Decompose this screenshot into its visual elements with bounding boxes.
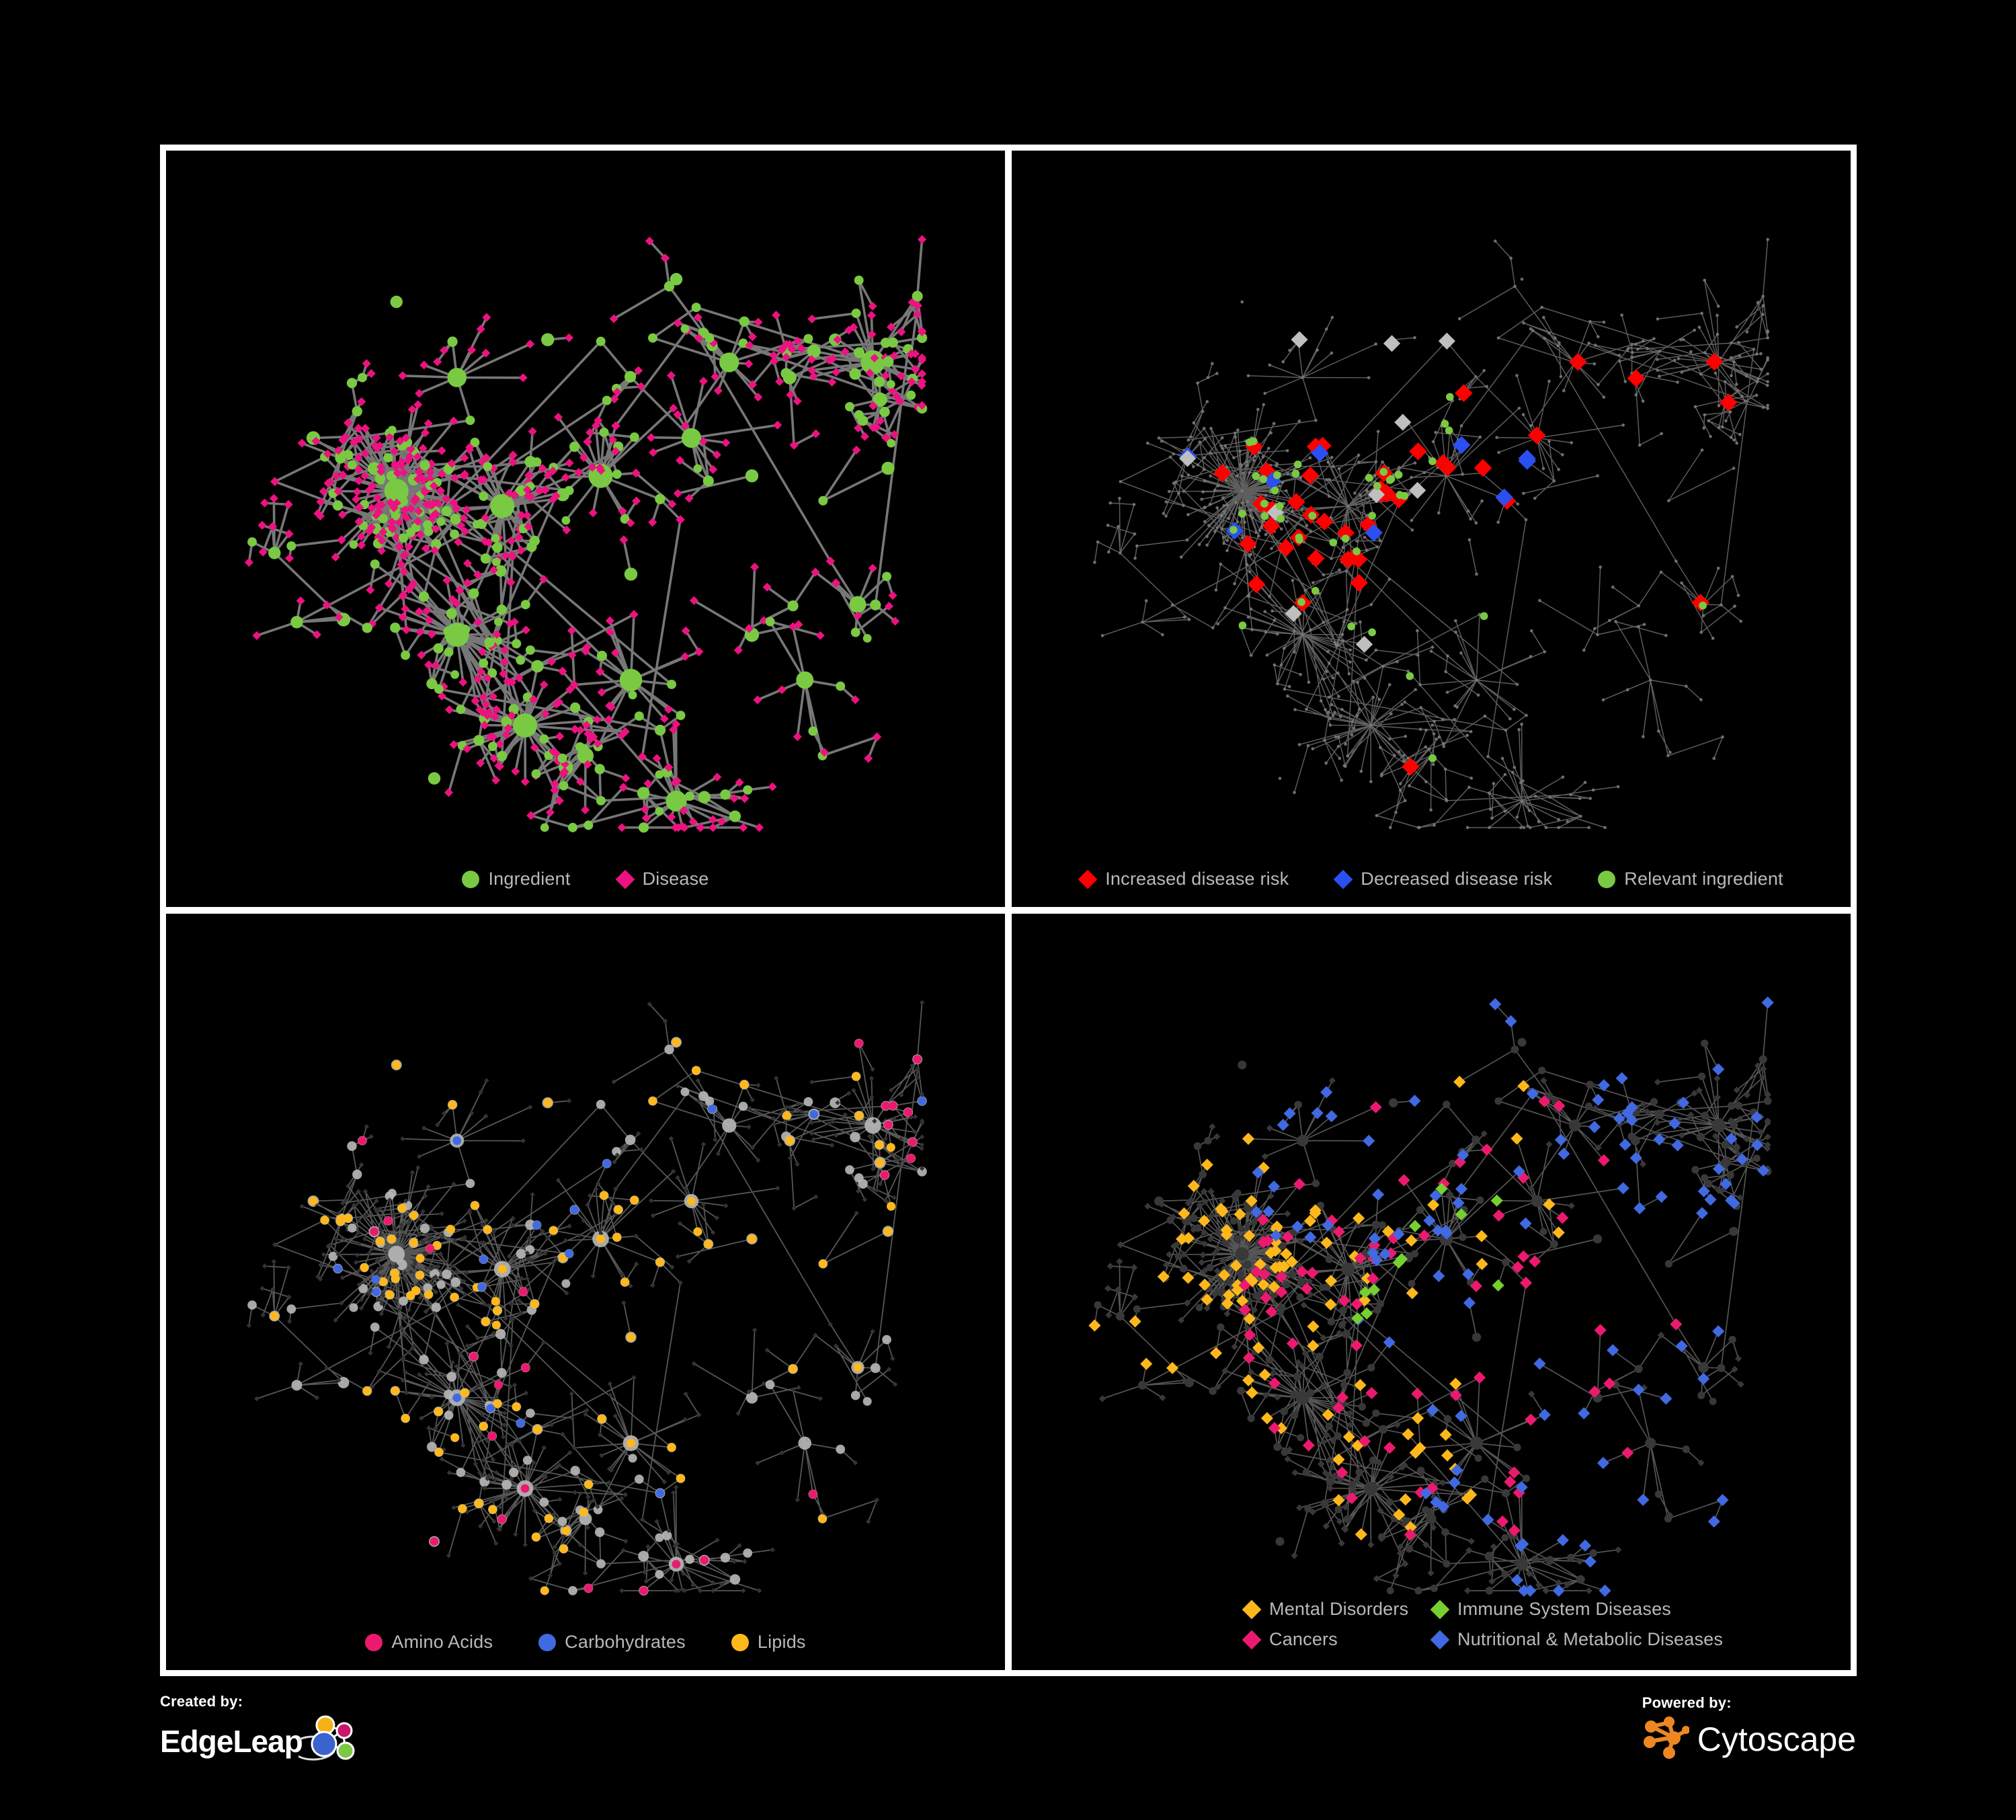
figure-frame: Ingredient Disease Increased disease risk… bbox=[160, 145, 1857, 1676]
legend-item: Immune System Diseases bbox=[1430, 1599, 1671, 1620]
panel-ingredient-class-network[interactable]: Amino Acids Carbohydrates Lipids bbox=[166, 910, 1008, 1670]
network-canvas-panel2 bbox=[1012, 151, 1851, 907]
legend-label: Disease bbox=[642, 869, 709, 889]
legend-circle-icon bbox=[731, 1633, 749, 1651]
legend-item: Relevant ingredient bbox=[1598, 869, 1783, 889]
created-by-edgeleap: Created by: EdgeLeap bbox=[160, 1693, 360, 1769]
legend-item: Lipids bbox=[731, 1632, 806, 1653]
legend-panel1: Ingredient Disease bbox=[166, 869, 1005, 889]
network-nodes bbox=[244, 235, 928, 833]
created-by-kicker: Created by: bbox=[160, 1693, 243, 1710]
network-edges bbox=[1094, 239, 1769, 828]
legend-item: Increased disease risk bbox=[1078, 869, 1289, 889]
panel-ingredient-disease-network[interactable]: Ingredient Disease bbox=[166, 151, 1008, 910]
legend-label: Nutritional & Metabolic Diseases bbox=[1457, 1629, 1724, 1649]
network-canvas-panel1 bbox=[166, 151, 1005, 907]
legend-label: Increased disease risk bbox=[1105, 869, 1289, 889]
panel-disease-class-network[interactable]: Mental Disorders Immune System Diseases Ca… bbox=[1008, 910, 1851, 1670]
legend-label: Ingredient bbox=[488, 869, 571, 889]
legend-label: Relevant ingredient bbox=[1624, 869, 1783, 889]
legend-item: Carbohydrates bbox=[538, 1632, 686, 1653]
legend-panel3: Amino Acids Carbohydrates Lipids bbox=[166, 1632, 1005, 1653]
legend-circle-icon bbox=[1598, 870, 1616, 888]
network-edges bbox=[247, 238, 924, 829]
cytoscape-icon bbox=[1642, 1714, 1690, 1764]
legend-diamond-icon bbox=[1242, 1630, 1262, 1649]
legend-label: Immune System Diseases bbox=[1457, 1599, 1671, 1619]
legend-label: Lipids bbox=[757, 1632, 806, 1652]
network-edges bbox=[248, 1002, 923, 1591]
legend-label: Carbohydrates bbox=[565, 1632, 686, 1652]
highlighted-nodes bbox=[270, 1037, 927, 1595]
legend-item: Cancers bbox=[1242, 1629, 1431, 1650]
legend-circle-icon bbox=[462, 870, 480, 888]
legend-item: Ingredient bbox=[462, 869, 570, 889]
legend-diamond-icon bbox=[615, 869, 635, 889]
legend-circle-icon bbox=[365, 1633, 383, 1651]
legend-diamond-icon bbox=[1333, 869, 1353, 889]
legend-label: Cancers bbox=[1269, 1629, 1338, 1649]
edgeleap-wordmark: EdgeLeap bbox=[160, 1723, 303, 1759]
powered-by-kicker: Powered by: bbox=[1642, 1694, 1732, 1711]
edgeleap-network-icon bbox=[290, 1713, 360, 1769]
legend-item: Decreased disease risk bbox=[1333, 869, 1553, 889]
legend-label: Mental Disorders bbox=[1269, 1599, 1409, 1619]
panel-disease-risk-network[interactable]: Increased disease risk Decreased disease … bbox=[1008, 151, 1851, 910]
legend-diamond-icon bbox=[1430, 1599, 1450, 1619]
legend-diamond-icon bbox=[1242, 1599, 1262, 1619]
highlighted-nodes bbox=[1088, 996, 1774, 1597]
legend-item: Disease bbox=[615, 869, 709, 889]
cytoscape-wordmark: Cytoscape bbox=[1697, 1720, 1856, 1758]
legend-label: Amino Acids bbox=[391, 1632, 493, 1652]
legend-circle-icon bbox=[538, 1633, 557, 1651]
legend-item: Mental Disorders bbox=[1242, 1599, 1431, 1620]
legend-panel4: Mental Disorders Immune System Diseases Ca… bbox=[1242, 1599, 1723, 1650]
legend-diamond-icon bbox=[1078, 869, 1098, 889]
network-nodes bbox=[246, 1000, 927, 1596]
legend-diamond-icon bbox=[1430, 1630, 1450, 1649]
legend-item: Amino Acids bbox=[365, 1632, 493, 1653]
legend-item: Nutritional & Metabolic Diseases bbox=[1430, 1629, 1723, 1650]
network-canvas-panel4 bbox=[1012, 914, 1851, 1670]
figure-footer: Created by: EdgeLeap Powered by bbox=[160, 1689, 1856, 1790]
highlighted-nodes bbox=[1178, 331, 1738, 776]
network-canvas-panel3 bbox=[166, 914, 1005, 1670]
powered-by-cytoscape: Powered by: bbox=[1642, 1694, 1856, 1764]
legend-panel2: Increased disease risk Decreased disease … bbox=[1012, 869, 1851, 889]
legend-label: Decreased disease risk bbox=[1361, 869, 1553, 889]
